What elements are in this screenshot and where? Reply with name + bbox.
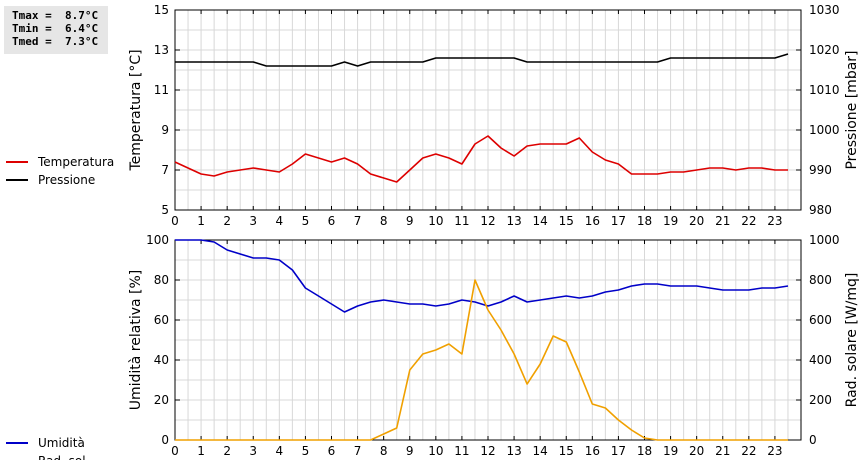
panel1-x-tick-label: 16 (585, 214, 600, 228)
panel1-y-tick-label: 13 (154, 43, 169, 57)
panel1-x-tick-label: 5 (302, 214, 310, 228)
panel2-y-tick-label: 0 (161, 433, 169, 447)
panel1-y2-tick-label: 1010 (809, 83, 840, 97)
panel1-x-tick-label: 4 (276, 214, 284, 228)
stat-tmed: Tmed = 7.3°C (12, 35, 99, 48)
panel2-x-tick-label: 17 (611, 444, 626, 458)
panel1-y2-tick-label: 1000 (809, 123, 840, 137)
panel1-y-tick-label: 11 (154, 83, 169, 97)
panel2-x-tick-label: 22 (741, 444, 756, 458)
panel2-x-tick-label: 5 (302, 444, 310, 458)
panel2-y-tick-label: 20 (154, 393, 169, 407)
panel1-x-tick-label: 7 (354, 214, 362, 228)
legend-label-pressione: Pressione (38, 173, 95, 187)
panel1-y2-tick-label: 980 (809, 203, 832, 217)
panel1-x-tick-label: 22 (741, 214, 756, 228)
panel1-ylabel: Temperatura [°C] (128, 49, 144, 171)
panel2-x-tick-label: 11 (454, 444, 469, 458)
panel1-y2-tick-label: 1030 (809, 3, 840, 17)
panel2-x-tick-label: 9 (406, 444, 414, 458)
stats-box: Tmax = 8.7°C Tmin = 6.4°C Tmed = 7.3°C (4, 6, 108, 54)
panel1-x-tick-label: 13 (506, 214, 521, 228)
panel2-x-tick-label: 4 (276, 444, 284, 458)
panel1-x-tick-label: 0 (171, 214, 179, 228)
legend-label-temperatura: Temperatura (37, 155, 114, 169)
stat-tmin: Tmin = 6.4°C (12, 22, 99, 35)
panel1-x-tick-label: 14 (533, 214, 548, 228)
panel2-x-tick-label: 7 (354, 444, 362, 458)
legend-label-umidit: Umidità (38, 436, 85, 450)
panel2-x-tick-label: 13 (506, 444, 521, 458)
panel1-x-tick-label: 2 (223, 214, 231, 228)
panel2-y2-tick-label: 400 (809, 353, 832, 367)
panel2-x-tick-label: 12 (480, 444, 495, 458)
panel1-y-tick-label: 9 (161, 123, 169, 137)
panel1-x-tick-label: 19 (663, 214, 678, 228)
panel2-x-tick-label: 6 (328, 444, 336, 458)
panel2-y-tick-label: 80 (154, 273, 169, 287)
panel2-ylabel: Umidità relativa [%] (128, 270, 144, 411)
panel2-x-tick-label: 16 (585, 444, 600, 458)
panel1-x-tick-label: 12 (480, 214, 495, 228)
panel1-x-tick-label: 8 (380, 214, 388, 228)
panel1-x-tick-label: 1 (197, 214, 205, 228)
panel2-x-tick-label: 1 (197, 444, 205, 458)
panel2-x-tick-label: 2 (223, 444, 231, 458)
panel1-x-tick-label: 15 (559, 214, 574, 228)
panel1-y2-tick-label: 990 (809, 163, 832, 177)
panel2-y-tick-label: 40 (154, 353, 169, 367)
panel2-x-tick-label: 14 (533, 444, 548, 458)
panel1-x-tick-label: 20 (689, 214, 704, 228)
panel1-x-tick-label: 11 (454, 214, 469, 228)
panel2-x-tick-label: 10 (428, 444, 443, 458)
panel1-y2label: Pressione [mbar] (844, 50, 860, 169)
panel2-y2-tick-label: 600 (809, 313, 832, 327)
panel1-x-tick-label: 23 (767, 214, 782, 228)
panel2-x-tick-label: 0 (171, 444, 179, 458)
panel1-x-tick-label: 9 (406, 214, 414, 228)
panel2-y2-tick-label: 800 (809, 273, 832, 287)
panel1-x-tick-label: 17 (611, 214, 626, 228)
panel1-series-temperatura-line (174, 135, 788, 183)
panel2-x-tick-label: 21 (715, 444, 730, 458)
panel2-x-tick-label: 19 (663, 444, 678, 458)
panel1-series-pressione-line (175, 53, 789, 67)
panel1-x-tick-label: 6 (328, 214, 336, 228)
stat-tmax: Tmax = 8.7°C (12, 9, 99, 22)
panel1-y-tick-label: 5 (161, 203, 169, 217)
panel2-y-tick-label: 100 (146, 233, 169, 247)
panel1-x-tick-label: 10 (428, 214, 443, 228)
panel1-y-tick-label: 15 (154, 3, 169, 17)
panel2-x-tick-label: 15 (559, 444, 574, 458)
panel1-x-tick-label: 18 (637, 214, 652, 228)
panel2-x-tick-label: 20 (689, 444, 704, 458)
panel2-y2label: Rad. solare [W/mq] (844, 273, 860, 408)
panel2-series-umidit-line (175, 239, 789, 313)
panel2-y2-tick-label: 0 (809, 433, 817, 447)
panel2-x-tick-label: 18 (637, 444, 652, 458)
panel2-y2-tick-label: 1000 (809, 233, 840, 247)
panel1-y2-tick-label: 1020 (809, 43, 840, 57)
panel1-x-tick-label: 21 (715, 214, 730, 228)
legend-label-rad-sol: Rad. sol. (38, 454, 89, 460)
panel2-x-tick-label: 3 (249, 444, 257, 458)
panel2-x-tick-label: 8 (380, 444, 388, 458)
panel2-y2-tick-label: 200 (809, 393, 832, 407)
panel2-y-tick-label: 60 (154, 313, 169, 327)
panel2-x-tick-label: 23 (767, 444, 782, 458)
panel1-y-tick-label: 7 (161, 163, 169, 177)
panel1-x-tick-label: 3 (249, 214, 257, 228)
panel2-series-rad-sol-line (175, 279, 788, 441)
